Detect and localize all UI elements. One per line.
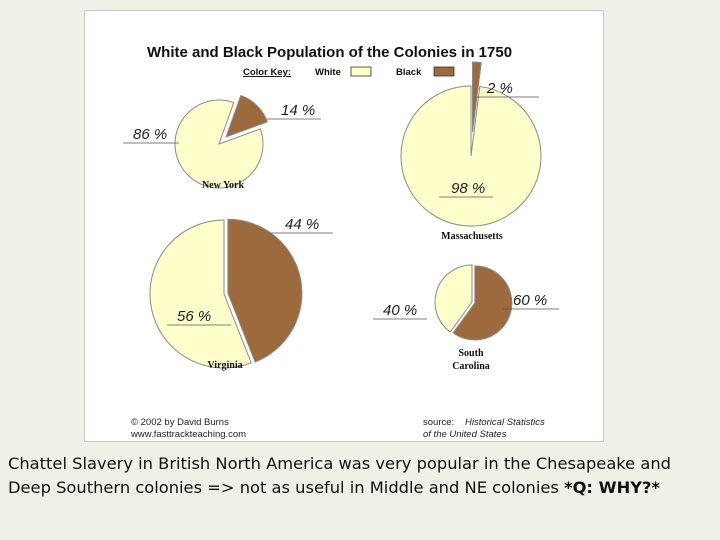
- color-key-label: Color Key:: [243, 67, 291, 78]
- south-carolina-white-pct-label: 40 %: [383, 302, 417, 319]
- new-york-white-pct-label: 86 %: [133, 126, 167, 143]
- legend-black-swatch: [433, 66, 455, 77]
- source-title-line1: Historical Statistics: [465, 417, 545, 428]
- pies-layer: 86 % 14 % 98 % 2 % 56 % 44 % 40 % 60 %: [123, 61, 559, 369]
- south-carolina-black-slice: [452, 265, 513, 341]
- south-carolina-label-line2: Carolina: [452, 361, 490, 372]
- copyright-line: © 2002 by David Burns: [131, 417, 229, 428]
- south-carolina-black-pct-label: 60 %: [513, 292, 547, 309]
- virginia-black-pct-label: 44 %: [285, 216, 319, 233]
- new-york-pie: 86 % 14 %: [123, 94, 321, 189]
- new-york-white-slice: [174, 99, 264, 189]
- caption-text: Chattel Slavery in British North America…: [8, 454, 671, 497]
- source-title-line2: of the United States: [423, 429, 507, 440]
- massachusetts-pie: 98 % 2 %: [400, 61, 542, 227]
- massachusetts-black-pct-label: 2 %: [486, 80, 513, 97]
- virginia-label: Virginia: [207, 360, 242, 371]
- legend-white-label: White: [315, 67, 341, 78]
- slide-caption: Chattel Slavery in British North America…: [8, 452, 714, 500]
- legend-white-swatch: [350, 66, 372, 77]
- new-york-black-pct-label: 14 %: [281, 102, 315, 119]
- virginia-white-slice: [149, 219, 252, 369]
- chart-image: White and Black Population of the Coloni…: [84, 10, 604, 442]
- virginia-black-slice: [227, 218, 303, 363]
- new-york-black-slice: [225, 94, 269, 138]
- south-carolina-label-line1: South: [458, 348, 483, 359]
- massachusetts-white-slice: [400, 85, 542, 227]
- caption-question: *Q: WHY?*: [564, 478, 660, 497]
- south-carolina-pie: 40 % 60 %: [373, 264, 559, 341]
- virginia-pie: 56 % 44 %: [149, 216, 333, 369]
- massachusetts-label: Massachusetts: [441, 231, 503, 242]
- website-line: www.fasttrackteaching.com: [130, 429, 246, 440]
- south-carolina-white-slice: [434, 264, 473, 333]
- pie-charts: White and Black Population of the Coloni…: [123, 44, 559, 440]
- chart-title: White and Black Population of the Coloni…: [147, 44, 512, 61]
- new-york-label: New York: [202, 180, 245, 191]
- legend-black-label: Black: [396, 67, 422, 78]
- virginia-white-pct-label: 56 %: [177, 308, 211, 325]
- source-label: source:: [423, 417, 454, 428]
- massachusetts-white-pct-label: 98 %: [451, 180, 485, 197]
